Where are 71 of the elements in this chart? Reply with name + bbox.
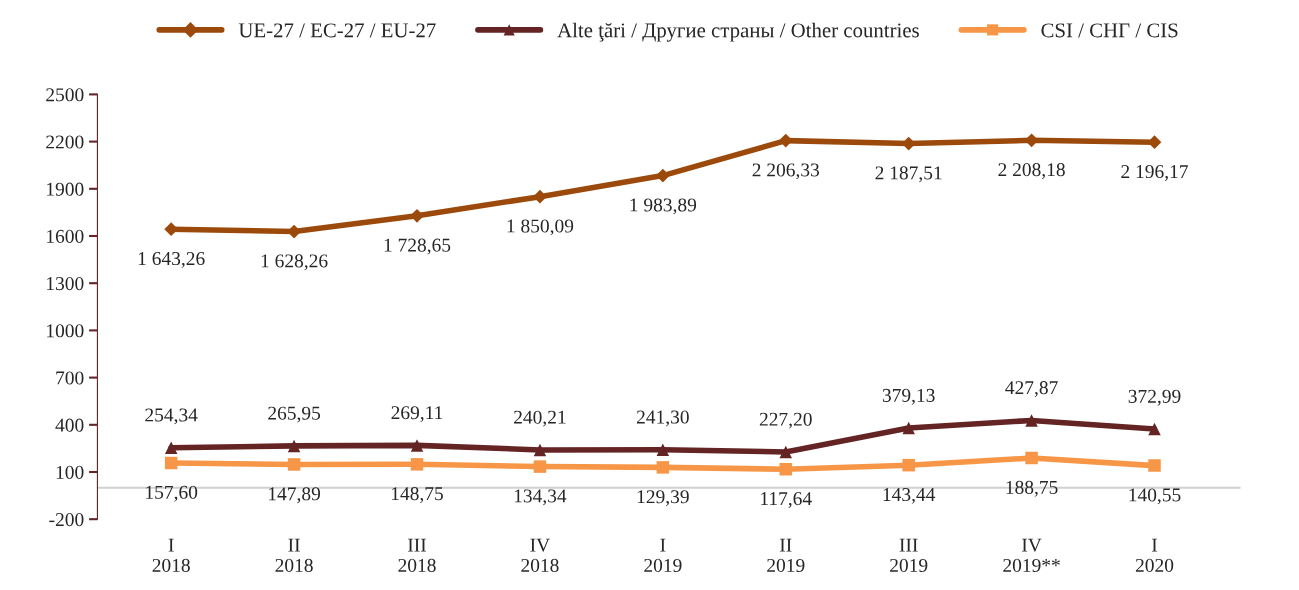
point <box>656 461 670 474</box>
data-label: 143,44 <box>883 488 936 504</box>
legend-label: UE-27 / EC-27 / EU-27 <box>238 23 436 38</box>
data-label: 227,20 <box>759 412 812 429</box>
point <box>533 189 547 204</box>
data-label: 188,75 <box>1006 480 1058 497</box>
point <box>1148 459 1161 472</box>
data-label: 1 728,65 <box>384 238 451 255</box>
x-tick-label: III 2018 <box>398 538 436 572</box>
y-tick-label: 1000 <box>47 324 84 338</box>
point <box>287 224 301 239</box>
y-tick-label: 1600 <box>47 229 84 243</box>
y-tick-label: 2500 <box>46 88 84 102</box>
x-tick-label: IV 2018 <box>521 538 559 572</box>
point <box>410 439 424 452</box>
point <box>533 460 547 473</box>
data-label: 117,64 <box>761 492 812 508</box>
data-label: 140,55 <box>1129 488 1181 505</box>
point <box>287 458 301 471</box>
x-tick-label: I 2018 <box>152 538 190 572</box>
point <box>410 458 424 471</box>
point <box>779 445 793 459</box>
data-label: 372,99 <box>1128 389 1181 406</box>
y-tick-label: 1300 <box>47 277 84 291</box>
point <box>164 456 178 470</box>
data-label: 265,95 <box>268 406 321 423</box>
data-label: 269,11 <box>391 406 443 423</box>
data-label: 147,89 <box>269 487 321 504</box>
data-label: 427,87 <box>1005 381 1058 398</box>
data-label: 1 643,26 <box>138 252 205 268</box>
data-label: 1 983,89 <box>630 198 697 215</box>
point <box>779 462 793 476</box>
point <box>533 443 547 457</box>
y-tick-label: 2200 <box>46 135 84 149</box>
point <box>1025 414 1038 427</box>
data-label: 1 628,26 <box>261 254 328 271</box>
point <box>655 168 670 183</box>
point <box>410 208 424 223</box>
data-label: 254,34 <box>145 408 198 425</box>
point <box>1148 422 1161 436</box>
point <box>287 439 301 453</box>
data-label: 157,60 <box>146 485 198 502</box>
x-tick-label: II 2019 <box>767 538 805 572</box>
y-tick-label: -200 <box>49 513 84 527</box>
data-label: 2 187,51 <box>875 166 942 183</box>
y-tick-label: 700 <box>56 371 84 385</box>
point <box>656 443 670 457</box>
y-tick-label: 400 <box>55 418 84 432</box>
data-label: 2 196,17 <box>1121 165 1188 181</box>
legend-label: Alte ţări / Другие страны / Other countries <box>557 22 919 42</box>
x-tick-label: II 2018 <box>275 538 313 572</box>
x-tick-label: III 2019 <box>890 538 928 572</box>
data-label: 2 206,33 <box>752 163 820 180</box>
data-label: 148,75 <box>391 487 443 504</box>
point <box>902 458 915 472</box>
point <box>902 421 915 435</box>
data-label: 240,21 <box>514 410 566 427</box>
x-tick-label: I 2019 <box>644 538 682 572</box>
data-label: 2 208,18 <box>998 163 1065 180</box>
data-label: 379,13 <box>882 388 935 405</box>
point <box>164 441 178 454</box>
data-label: 134,34 <box>514 489 567 506</box>
data-label: 241,30 <box>636 410 689 427</box>
x-tick-label: I 2020 <box>1135 538 1174 572</box>
y-tick-label: 1900 <box>47 182 84 196</box>
y-tick-label: 100 <box>56 465 84 479</box>
data-label: 129,39 <box>637 490 689 507</box>
data-label: 1 850,09 <box>507 219 574 236</box>
x-tick-label: IV 2019** <box>1003 538 1060 572</box>
legend-label: CSI / СНГ / CIS <box>1041 23 1178 38</box>
point <box>1025 451 1038 465</box>
